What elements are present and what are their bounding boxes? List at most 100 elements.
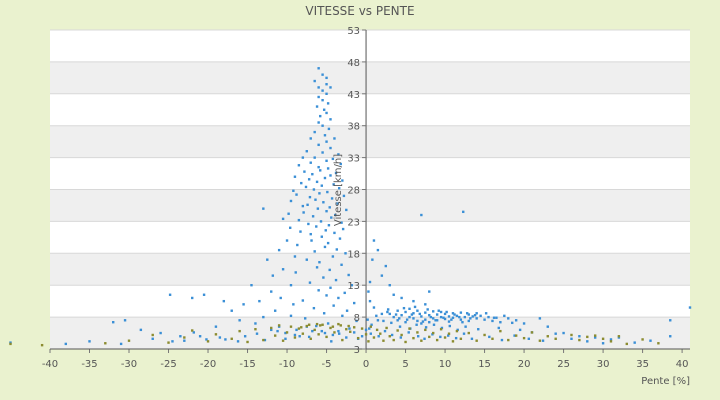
data-point	[279, 296, 282, 300]
data-point	[455, 314, 459, 318]
data-point	[475, 312, 478, 315]
data-point	[507, 317, 510, 320]
data-point	[104, 342, 107, 345]
data-point	[293, 333, 297, 337]
data-point	[202, 293, 206, 296]
data-point	[518, 328, 522, 332]
data-point	[313, 250, 316, 253]
data-point	[307, 178, 311, 181]
data-point	[333, 137, 336, 140]
data-point	[416, 335, 420, 338]
data-point	[317, 95, 320, 99]
data-point	[317, 143, 320, 147]
x-tick-label: -40	[42, 359, 58, 370]
chart-title: VITESSE vs PENTE	[305, 4, 414, 18]
data-point	[511, 321, 514, 325]
y-tick-label: 13	[347, 281, 360, 292]
data-point	[295, 193, 298, 196]
x-tick-label: -5	[322, 359, 332, 370]
data-point	[447, 332, 451, 335]
x-tick-label: -35	[81, 359, 97, 370]
data-point	[325, 83, 328, 86]
data-point	[448, 324, 452, 328]
data-point	[321, 98, 324, 102]
data-point	[451, 340, 455, 343]
data-point	[426, 308, 429, 311]
data-point	[292, 189, 295, 192]
data-point	[289, 199, 293, 203]
data-point	[338, 237, 342, 240]
data-point	[40, 343, 44, 347]
data-point	[276, 329, 279, 333]
data-point	[341, 227, 345, 231]
data-point	[487, 315, 490, 319]
data-point	[400, 333, 403, 337]
data-point	[609, 338, 613, 341]
data-point	[328, 268, 331, 272]
data-point	[297, 218, 301, 222]
data-point	[467, 313, 470, 316]
data-point	[325, 92, 328, 95]
data-point	[370, 323, 373, 326]
data-point	[465, 312, 469, 315]
data-point	[348, 327, 351, 330]
data-point	[322, 201, 325, 204]
data-point	[313, 328, 316, 332]
data-point	[270, 328, 273, 332]
data-point	[416, 331, 419, 334]
data-point	[454, 336, 458, 340]
data-point	[380, 312, 384, 316]
data-point	[404, 340, 407, 344]
data-point	[313, 79, 316, 83]
data-point	[688, 306, 692, 309]
data-point	[332, 183, 335, 186]
data-point	[319, 114, 322, 118]
data-point	[236, 340, 240, 343]
data-point	[238, 319, 241, 322]
data-point	[337, 187, 341, 190]
x-axis-label: Pente [%]	[641, 376, 690, 387]
data-point	[405, 318, 409, 321]
data-point	[341, 338, 344, 342]
data-point	[464, 325, 467, 328]
data-point	[307, 323, 311, 326]
data-point	[570, 337, 573, 340]
plot-band	[50, 125, 690, 158]
data-point	[467, 331, 470, 335]
data-point	[431, 333, 434, 336]
data-point	[495, 316, 498, 319]
data-point	[554, 332, 557, 335]
data-point	[399, 336, 403, 339]
data-point	[250, 284, 253, 287]
y-tick-label: 8	[354, 313, 360, 324]
data-point	[329, 286, 332, 289]
data-point	[320, 184, 324, 187]
data-point	[322, 108, 326, 111]
data-point	[319, 220, 323, 223]
data-point	[530, 331, 534, 334]
data-point	[447, 320, 451, 323]
data-point	[641, 338, 644, 341]
data-point	[222, 299, 226, 303]
y-tick-label: 18	[347, 249, 360, 260]
data-point	[281, 268, 285, 271]
data-point	[296, 243, 299, 247]
x-tick-label: 20	[518, 359, 531, 370]
data-point	[339, 324, 342, 327]
data-point	[443, 312, 447, 316]
data-point	[450, 318, 453, 321]
data-point	[609, 340, 613, 343]
data-point	[356, 336, 360, 340]
data-point	[319, 324, 322, 327]
data-point	[388, 284, 391, 287]
data-point	[341, 314, 344, 318]
data-point	[270, 290, 273, 293]
data-point	[328, 206, 331, 209]
data-point	[408, 315, 411, 319]
data-point	[369, 325, 372, 328]
data-point	[317, 289, 320, 292]
data-point	[377, 335, 380, 338]
data-point	[326, 167, 330, 170]
data-point	[218, 336, 222, 339]
data-point	[307, 335, 311, 339]
